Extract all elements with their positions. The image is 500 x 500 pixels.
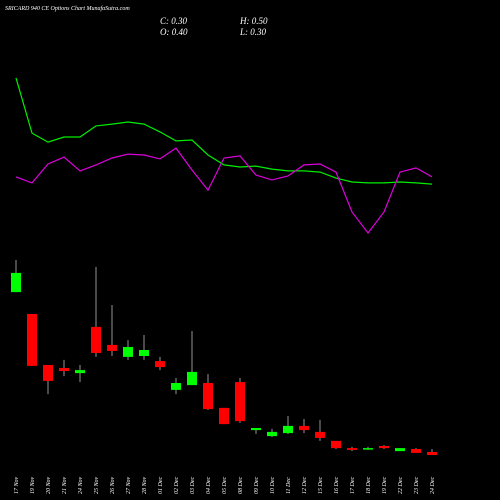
candle-body xyxy=(123,347,133,357)
candle-body xyxy=(203,383,213,410)
candle-body xyxy=(139,350,149,356)
candle-body xyxy=(59,368,69,371)
x-tick-label: 23 Dec xyxy=(414,477,420,494)
x-tick-label: 16 Dec xyxy=(334,477,340,494)
candle-body xyxy=(379,446,389,449)
x-tick-label: 10 Dec xyxy=(270,477,276,494)
candle-body xyxy=(91,326,101,353)
x-tick-label: 22 Dec xyxy=(398,477,404,494)
x-tick-label: 15 Dec xyxy=(318,477,324,494)
close-info: C: 0.30 xyxy=(160,16,188,26)
candle-body xyxy=(235,382,245,422)
candle-body xyxy=(299,425,309,431)
indicator-line xyxy=(15,77,433,185)
x-tick-label: 17 Dec xyxy=(350,477,356,494)
candle-body xyxy=(427,452,437,455)
x-tick-label: 09 Dec xyxy=(254,477,260,494)
candle-body xyxy=(267,431,277,437)
x-tick-label: 12 Dec xyxy=(302,477,308,494)
candle-body xyxy=(283,425,293,434)
indicator-line xyxy=(15,147,433,234)
x-tick-label: 27 Nov xyxy=(126,476,132,494)
x-tick-label: 18 Dec xyxy=(366,477,372,494)
candle-body xyxy=(27,314,37,366)
x-tick-label: 08 Dec xyxy=(238,477,244,494)
candle-body xyxy=(219,407,229,425)
low-info: L: 0.30 xyxy=(239,27,267,37)
x-tick-label: 24 Nov xyxy=(77,476,84,494)
x-tick-label: 28 Nov xyxy=(142,476,148,494)
candle-body xyxy=(251,428,261,431)
candle-body xyxy=(411,449,421,453)
x-tick-label: 26 Nov xyxy=(110,476,116,494)
candle-body xyxy=(315,431,325,438)
open-info: O: 0.40 xyxy=(160,27,188,37)
candle-body xyxy=(171,383,181,390)
x-tick-label: 11 Dec xyxy=(286,477,292,494)
candle-body xyxy=(75,370,85,374)
x-tick-label: 21 Nov xyxy=(62,476,68,494)
x-tick-label: 25 Nov xyxy=(94,476,100,494)
x-tick-label: 20 Nov xyxy=(46,476,52,494)
x-tick-label: 04 Dec xyxy=(205,477,212,494)
chart-title: SRICARD 940 CE Options Chart MunafaSutra… xyxy=(5,5,130,12)
x-tick-label: 19 Nov xyxy=(30,476,36,494)
x-tick-label: 02 Dec xyxy=(174,477,180,494)
x-tick-label: 17 Nov xyxy=(14,476,20,494)
candle-body xyxy=(11,272,21,293)
candle-body xyxy=(187,371,197,386)
x-tick-label: 01 Dec xyxy=(158,477,164,494)
x-tick-label: 03 Dec xyxy=(190,477,196,494)
candle-body xyxy=(347,448,357,450)
x-tick-label: 24 Dec xyxy=(429,477,436,494)
candle-body xyxy=(331,440,341,449)
high-info: H: 0.50 xyxy=(239,16,268,26)
candle-body xyxy=(395,448,405,452)
x-tick-label: 05 Dec xyxy=(222,477,228,494)
candle-body xyxy=(155,361,165,368)
x-tick-label: 19 Dec xyxy=(382,477,388,494)
candle-body xyxy=(43,365,53,381)
candle-body xyxy=(363,448,373,450)
candle-body xyxy=(107,344,117,351)
